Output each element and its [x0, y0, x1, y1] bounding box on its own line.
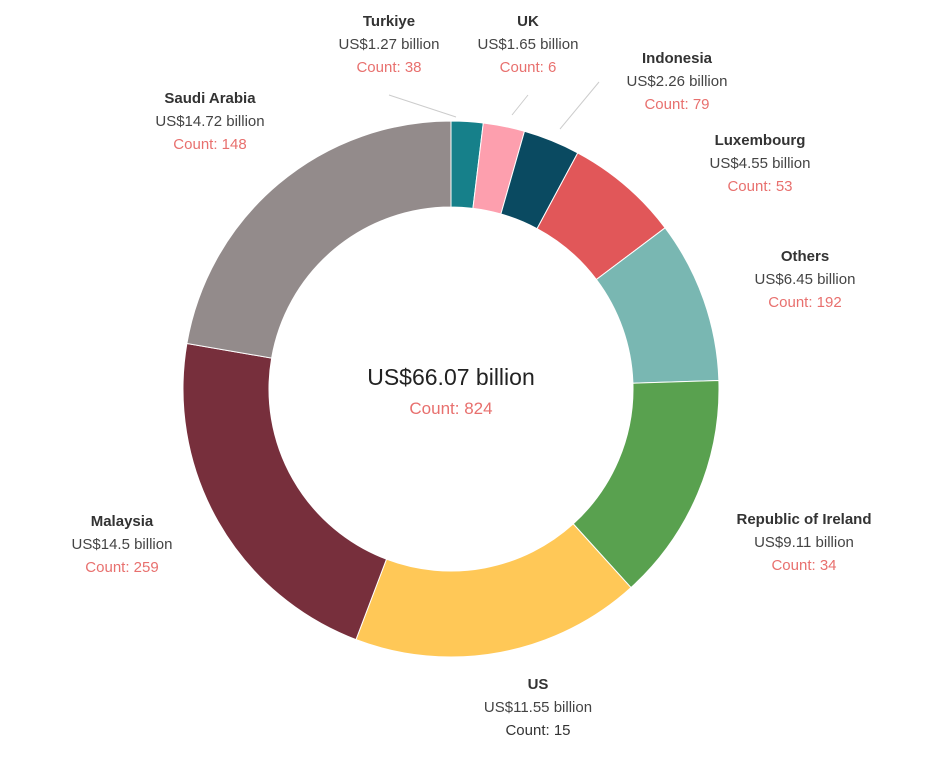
- label-value-indonesia: US$2.26 billion: [627, 73, 728, 90]
- center-count-label: Count: 824: [409, 399, 492, 418]
- center-total-label: US$66.07 billion: [367, 364, 535, 390]
- label-value-us: US$11.55 billion: [484, 699, 592, 716]
- leader-line-turkiye: [388, 94, 457, 118]
- label-name-others: Others: [781, 248, 829, 265]
- label-name-uk: UK: [517, 13, 539, 30]
- label-value-malaysia: US$14.5 billion: [72, 536, 173, 553]
- label-value-republic-of-ireland: US$9.11 billion: [754, 534, 854, 551]
- label-count-saudi-arabia: Count: 148: [173, 136, 246, 153]
- label-name-malaysia: Malaysia: [91, 513, 154, 530]
- label-count-indonesia: Count: 79: [644, 96, 709, 113]
- label-count-us: Count: 15: [505, 722, 570, 739]
- label-name-turkiye: Turkiye: [363, 13, 415, 30]
- slice-malaysia: [182, 342, 388, 641]
- label-value-uk: US$1.65 billion: [478, 36, 579, 53]
- label-value-luxembourg: US$4.55 billion: [710, 155, 811, 172]
- leader-lines: [388, 81, 600, 130]
- label-name-indonesia: Indonesia: [642, 50, 713, 67]
- label-value-turkiye: US$1.27 billion: [339, 36, 440, 53]
- label-value-saudi-arabia: US$14.72 billion: [155, 113, 264, 130]
- label-count-uk: Count: 6: [500, 59, 557, 76]
- slice-labels: Turkiye US$1.27 billion Count: 38 UK US$1.65…: [72, 13, 872, 739]
- label-count-luxembourg: Count: 53: [727, 178, 792, 195]
- label-count-republic-of-ireland: Count: 34: [771, 557, 836, 574]
- leader-line-uk: [511, 94, 529, 116]
- label-count-malaysia: Count: 259: [85, 559, 158, 576]
- label-name-saudi-arabia: Saudi Arabia: [164, 90, 256, 107]
- label-count-others: Count: 192: [768, 294, 841, 311]
- donut-slices: [182, 120, 720, 658]
- label-name-republic-of-ireland: Republic of Ireland: [736, 511, 871, 528]
- slice-us: [355, 523, 632, 658]
- label-name-luxembourg: Luxembourg: [715, 132, 806, 149]
- label-value-others: US$6.45 billion: [755, 271, 856, 288]
- leader-line-indonesia: [559, 81, 600, 130]
- slice-saudi-arabia: [186, 120, 452, 359]
- label-count-turkiye: Count: 38: [356, 59, 421, 76]
- label-name-us: US: [528, 676, 549, 693]
